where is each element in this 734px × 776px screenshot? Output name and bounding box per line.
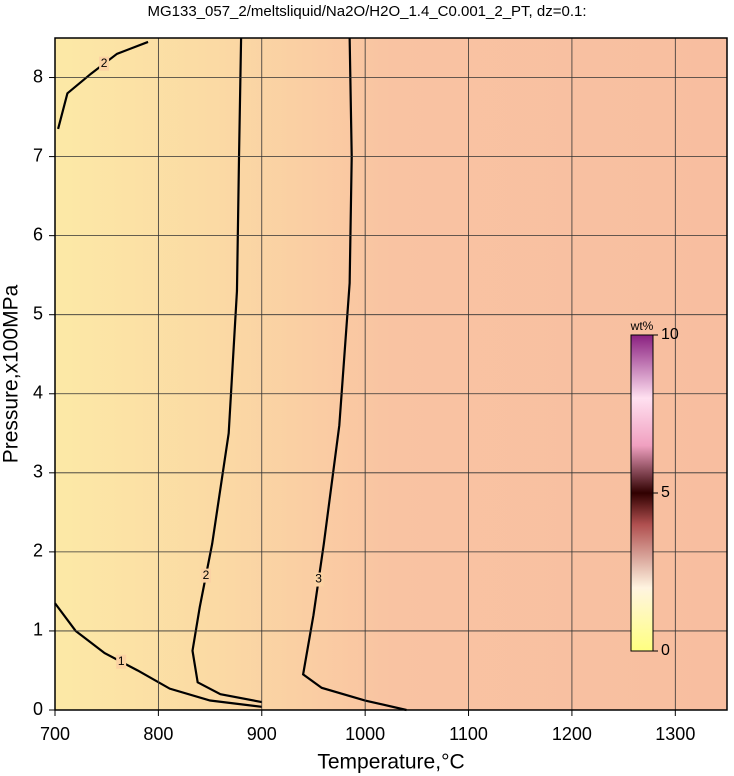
y-tick-label: 5 xyxy=(33,303,43,323)
plot-frame xyxy=(54,37,728,711)
colorbar-tick-label: 5 xyxy=(661,484,670,501)
chart-title: MG133_057_2/meltsliquid/Na2O/H2O_1.4_C0.… xyxy=(147,3,586,20)
x-tick-label: 800 xyxy=(143,724,173,744)
contour-label-bg xyxy=(116,654,127,669)
y-axis-label: Pressure,x100MPa xyxy=(0,284,23,463)
contour-label: 2 xyxy=(203,568,210,582)
contour-label-bg xyxy=(99,56,110,71)
plot-area xyxy=(55,38,727,710)
y-tick-label: 0 xyxy=(33,699,43,719)
x-axis-label: Temperature,°C xyxy=(317,751,464,774)
contour-label-bg xyxy=(313,572,324,587)
contour-label: 2 xyxy=(101,56,108,70)
x-tick-label: 1000 xyxy=(345,724,385,744)
y-tick-label: 7 xyxy=(33,145,43,165)
contour-line xyxy=(57,40,149,130)
x-tick-label: 1200 xyxy=(552,724,592,744)
y-tick-label: 3 xyxy=(33,462,43,482)
x-tick-label: 900 xyxy=(247,724,277,744)
colorbar-tick-label: 0 xyxy=(661,642,670,659)
colorbar-tick-label: 10 xyxy=(661,326,679,343)
y-tick-label: 1 xyxy=(33,620,43,640)
y-tick-label: 6 xyxy=(33,224,43,244)
y-tick-label: 2 xyxy=(33,541,43,561)
x-tick-label: 1100 xyxy=(449,724,488,744)
colorbar xyxy=(630,334,654,652)
contour-label: 1 xyxy=(118,654,125,668)
y-tick-label: 8 xyxy=(33,66,43,86)
x-tick-label: 1300 xyxy=(655,724,695,744)
y-tick-label: 4 xyxy=(33,383,43,403)
colorbar-label: wt% xyxy=(630,319,654,333)
contour-label-bg xyxy=(200,568,211,583)
x-tick-label: 700 xyxy=(40,724,70,744)
contour-label: 3 xyxy=(315,572,322,586)
